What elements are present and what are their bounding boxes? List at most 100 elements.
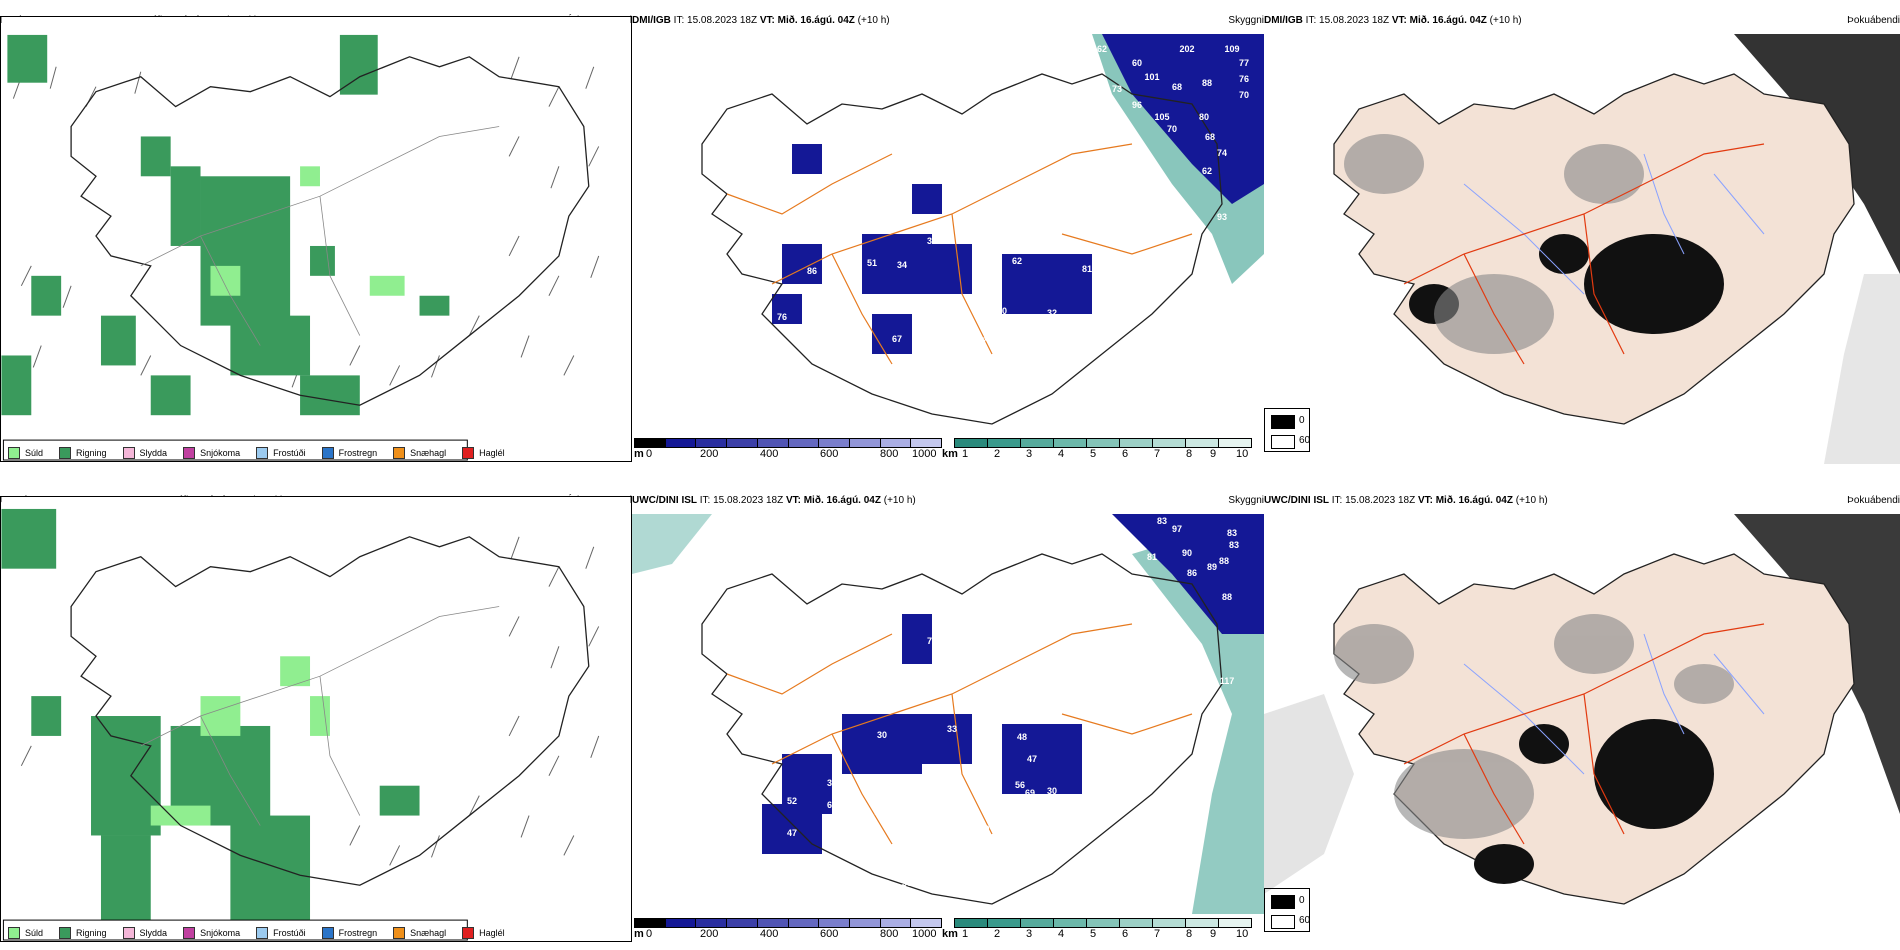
visibility-label: 56 xyxy=(1015,780,1025,790)
visibility-label: 83 xyxy=(1157,516,1167,526)
row1-visibility-header: DMI/IGB IT: 15.08.2023 18Z VT: Mið. 16.á… xyxy=(632,12,1264,30)
roads xyxy=(1403,143,1765,365)
visibility-label: 40 xyxy=(867,780,877,790)
legend-swatch xyxy=(122,447,135,459)
visibility-label: 76 xyxy=(777,312,787,322)
panel-title: Skyggni xyxy=(1228,15,1264,26)
visibility-label: 74 xyxy=(917,136,927,146)
valid-time: VT: Mið. 16.ágú. 04Z xyxy=(1391,15,1487,26)
visibility-label: 89 xyxy=(1207,562,1217,572)
visibility-label: 77 xyxy=(817,216,827,226)
visibility-label: 58 xyxy=(957,342,967,352)
visibility-label: 31 xyxy=(1147,280,1157,290)
row2-visibility-header: UWC/DINI ISL IT: 15.08.2023 18Z VT: Mið.… xyxy=(632,492,1264,510)
visibility-label: 81 xyxy=(1082,264,1092,274)
scale-unit: km xyxy=(942,448,958,460)
fog-legend-row2: 0 60 xyxy=(1264,888,1310,932)
vis-scale-m: m 0 200 400 600 800 1000 xyxy=(634,918,942,944)
roads xyxy=(726,143,1193,365)
legend-item: Snæhagl xyxy=(393,927,446,939)
vis-scale-km: km 1 2 3 4 5 6 7 8 9 10 xyxy=(942,918,1252,944)
row1-fog-header: DMI/IGB IT: 15.08.2023 18Z VT: Mið. 16.á… xyxy=(1264,12,1900,30)
drizzle-areas xyxy=(210,166,405,296)
legend-item: Frostregn xyxy=(321,447,377,459)
visibility-label: 74 xyxy=(1217,148,1227,158)
legend-swatch xyxy=(59,447,72,459)
legend-swatch xyxy=(321,927,334,939)
legend-item: Rigning xyxy=(59,927,107,939)
visibility-label: 73 xyxy=(1112,126,1122,136)
lead-time: (+10 h) xyxy=(880,495,916,506)
visibility-label: 202 xyxy=(1179,44,1194,54)
visibility-label: 96 xyxy=(1132,100,1142,110)
legend-swatch xyxy=(183,447,196,459)
model-name: UWC/DINI ISL xyxy=(632,495,697,506)
init-time: IT: 15.08.2023 18Z xyxy=(1329,495,1418,506)
wind-barbs xyxy=(12,56,600,388)
visibility-label: 69 xyxy=(827,800,837,810)
visibility-label: 200 xyxy=(904,782,919,792)
lead-time: (+10 h) xyxy=(1512,495,1548,506)
legend-item: Súld xyxy=(8,927,43,939)
visibility-label: 127 xyxy=(769,336,784,346)
coastline xyxy=(70,56,590,406)
low-visibility-areas xyxy=(762,614,1082,854)
precip-type-map xyxy=(0,496,632,942)
visibility-label: 70 xyxy=(1167,124,1177,134)
visibility-label: 80 xyxy=(912,338,922,348)
valid-time: VT: Mið. 16.ágú. 04Z xyxy=(759,15,855,26)
roads xyxy=(726,623,1193,845)
visibility-label: 83 xyxy=(1227,528,1237,538)
precip-type-map xyxy=(0,16,632,462)
scale-unit: m xyxy=(634,448,644,460)
legend-swatch xyxy=(8,927,20,939)
fog-legend-row1: 0 60 xyxy=(1264,408,1310,452)
visibility-label: 86 xyxy=(807,266,817,276)
visibility-label: 100 xyxy=(974,824,989,834)
row1-fog-panel: DMI/IGB IT: 15.08.2023 18Z VT: Mið. 16.á… xyxy=(1264,12,1900,464)
legend-item: Haglél xyxy=(462,447,505,459)
legend-swatch xyxy=(59,927,72,939)
visibility-label: 81 xyxy=(837,216,847,226)
visibility-label: 70 xyxy=(1239,90,1249,100)
visibility-label: 32 xyxy=(1047,308,1057,318)
visibility-label: 88 xyxy=(1202,78,1212,88)
legend-swatch xyxy=(122,927,135,939)
visibility-label: 70 xyxy=(837,288,847,298)
legend-swatch xyxy=(393,447,406,459)
visibility-label: 88 xyxy=(1222,592,1232,602)
visibility-label: 32 xyxy=(919,374,929,384)
visibility-label: 67 xyxy=(892,334,902,344)
panel-title: Skyggni xyxy=(1228,495,1264,506)
model-name: DMI/IGB xyxy=(632,15,671,26)
lead-time: (+10 h) xyxy=(854,15,890,26)
visibility-label: 101 xyxy=(1144,72,1159,82)
legend-item: Frostúði xyxy=(256,447,306,459)
visibility-label: 47 xyxy=(787,828,797,838)
legend-item: Frostúði xyxy=(256,927,306,939)
low-visibility-areas xyxy=(772,144,1092,354)
visibility-label: 405 xyxy=(874,808,889,818)
fog-gray-areas xyxy=(1344,134,1644,354)
visibility-label: 33 xyxy=(947,724,957,734)
fog-gray-areas xyxy=(1334,614,1734,839)
visibility-label: 67 xyxy=(1117,546,1127,556)
visibility-label: 52 xyxy=(787,796,797,806)
visibility-label: 73 xyxy=(1112,84,1122,94)
visibility-label: 70 xyxy=(982,336,992,346)
visibility-label: 56 xyxy=(917,168,927,178)
visibility-label: 82 xyxy=(817,322,827,332)
valid-time: VT: Mið. 16.ágú. 04Z xyxy=(785,495,881,506)
valid-time: VT: Mið. 16.ágú. 04Z xyxy=(1417,495,1513,506)
visibility-label: 90 xyxy=(1182,548,1192,558)
visibility-label: 49 xyxy=(927,876,937,886)
row1-visibility-panel: DMI/IGB IT: 15.08.2023 18Z VT: Mið. 16.á… xyxy=(632,12,1264,464)
visibility-label: 30 xyxy=(1047,786,1057,796)
legend-swatch xyxy=(183,927,196,939)
legend-swatch xyxy=(462,927,475,939)
visibility-label: 76 xyxy=(1239,74,1249,84)
legend-item: Slydda xyxy=(122,447,167,459)
legend-item: Snjókoma xyxy=(183,927,240,939)
